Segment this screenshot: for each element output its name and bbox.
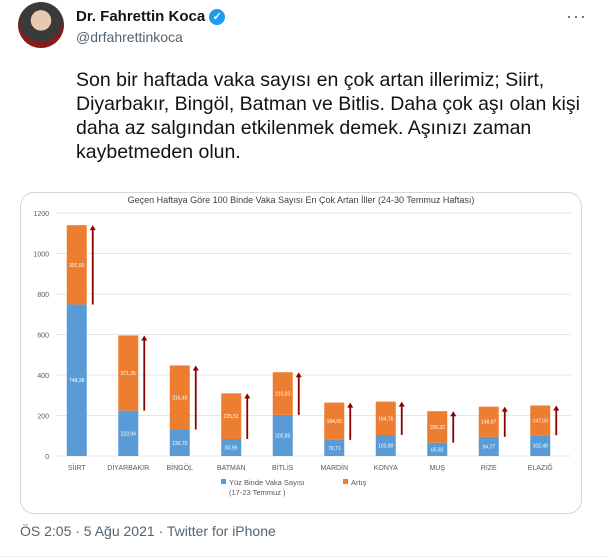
bar-segment xyxy=(375,401,396,435)
bar-segment xyxy=(478,436,499,456)
y-tick-label: 400 xyxy=(37,373,49,380)
x-tick-label: BİNGÖL xyxy=(167,463,194,472)
x-tick-label: SİİRT xyxy=(68,463,86,472)
data-label: 94,77 xyxy=(482,444,495,450)
bar-segment xyxy=(66,304,87,456)
data-label: 147,03 xyxy=(533,418,549,424)
legend-label: Artış xyxy=(351,478,367,487)
data-label: 748,38 xyxy=(69,378,85,384)
legend-label: Yüz Binde Vaka Sayısı xyxy=(229,478,305,487)
x-tick-label: RİZE xyxy=(481,463,497,472)
bar-segment xyxy=(530,435,551,456)
x-tick-label: MUŞ xyxy=(429,465,445,472)
bar-segment xyxy=(118,335,139,411)
arrow-head-icon xyxy=(450,411,457,417)
verified-badge-icon: ✓ xyxy=(209,8,226,25)
stacked-bar-chart: Geçen Haftaya Göre 100 Binde Vaka Sayısı… xyxy=(33,195,571,497)
arrow-head-icon xyxy=(398,401,405,407)
data-label: 223,94 xyxy=(121,431,137,437)
y-tick-label: 1000 xyxy=(33,252,49,259)
y-tick-label: 200 xyxy=(37,414,49,421)
data-label: 148,87 xyxy=(481,420,497,426)
arrow-head-icon xyxy=(244,393,251,399)
bar-segment xyxy=(118,410,139,456)
tweet-timestamp[interactable]: ÖS 2:05 · 5 Ağu 2021 · Twitter for iPhon… xyxy=(20,523,276,539)
avatar[interactable] xyxy=(18,2,64,48)
x-tick-label: ELAZIĞ xyxy=(528,463,553,472)
ellipsis-icon[interactable]: ··· xyxy=(566,6,587,26)
bar-segment xyxy=(272,372,293,415)
legend-swatch xyxy=(221,479,226,484)
arrow-head-icon xyxy=(553,405,560,411)
y-tick-label: 600 xyxy=(37,333,49,340)
data-label: 225,51 xyxy=(224,414,240,420)
x-tick-label: BİTLİS xyxy=(272,463,294,472)
bar-segment xyxy=(427,442,448,456)
data-label: 65,92 xyxy=(431,447,444,453)
bar-segment xyxy=(169,429,190,456)
data-label: 391,55 xyxy=(69,263,85,269)
bar-segment xyxy=(66,225,87,305)
x-tick-label: KONYA xyxy=(374,465,398,472)
divider xyxy=(0,556,610,557)
bar-segment xyxy=(272,414,293,456)
y-tick-label: 1200 xyxy=(33,211,49,218)
author-handle[interactable]: @drfahrettinkoca xyxy=(76,29,183,45)
bar-segment xyxy=(221,439,242,456)
data-label: 83,95 xyxy=(225,446,238,452)
bar-segment xyxy=(427,411,448,443)
data-label: 202,85 xyxy=(275,433,291,439)
x-tick-label: DİYARBAKIR xyxy=(107,463,149,472)
arrow-head-icon xyxy=(141,335,148,341)
arrow-head-icon xyxy=(89,225,96,231)
bar-segment xyxy=(221,393,242,440)
bar-segment xyxy=(478,406,499,437)
bar-segment xyxy=(375,434,396,456)
arrow-head-icon xyxy=(295,372,302,378)
arrow-head-icon xyxy=(501,406,508,412)
legend-swatch xyxy=(343,479,348,484)
data-label: 102,48 xyxy=(533,444,549,450)
data-label: 371,35 xyxy=(121,371,137,377)
chart-title: Geçen Haftaya Göre 100 Binde Vaka Sayısı… xyxy=(128,195,475,205)
x-tick-label: BATMAN xyxy=(217,465,246,472)
bar-segment xyxy=(324,439,345,456)
x-tick-label: MARDİN xyxy=(320,463,348,472)
data-label: 155,32 xyxy=(430,425,446,431)
tweet-text: Son bir haftada vaka sayısı en çok artan… xyxy=(76,69,580,163)
data-label: 164,76 xyxy=(378,416,394,422)
tweet-image-chart[interactable]: Geçen Haftaya Göre 100 Binde Vaka Sayısı… xyxy=(20,192,582,514)
y-tick-label: 0 xyxy=(45,454,49,461)
y-tick-label: 800 xyxy=(37,292,49,299)
bar-segment xyxy=(169,365,190,430)
data-label: 210,83 xyxy=(275,392,291,398)
bar-segment xyxy=(530,405,551,436)
data-label: 316,48 xyxy=(172,395,188,401)
arrow-head-icon xyxy=(347,402,354,408)
data-label: 79,71 xyxy=(328,446,341,452)
data-label: 184,00 xyxy=(327,419,343,425)
data-label: 130,70 xyxy=(172,441,188,447)
legend-label-sub: (17-23 Temmuz ) xyxy=(229,488,286,497)
arrow-head-icon xyxy=(192,365,199,371)
data-label: 103,80 xyxy=(378,443,394,449)
author-name[interactable]: Dr. Fahrettin Koca ✓ xyxy=(76,8,226,25)
bar-segment xyxy=(324,402,345,440)
